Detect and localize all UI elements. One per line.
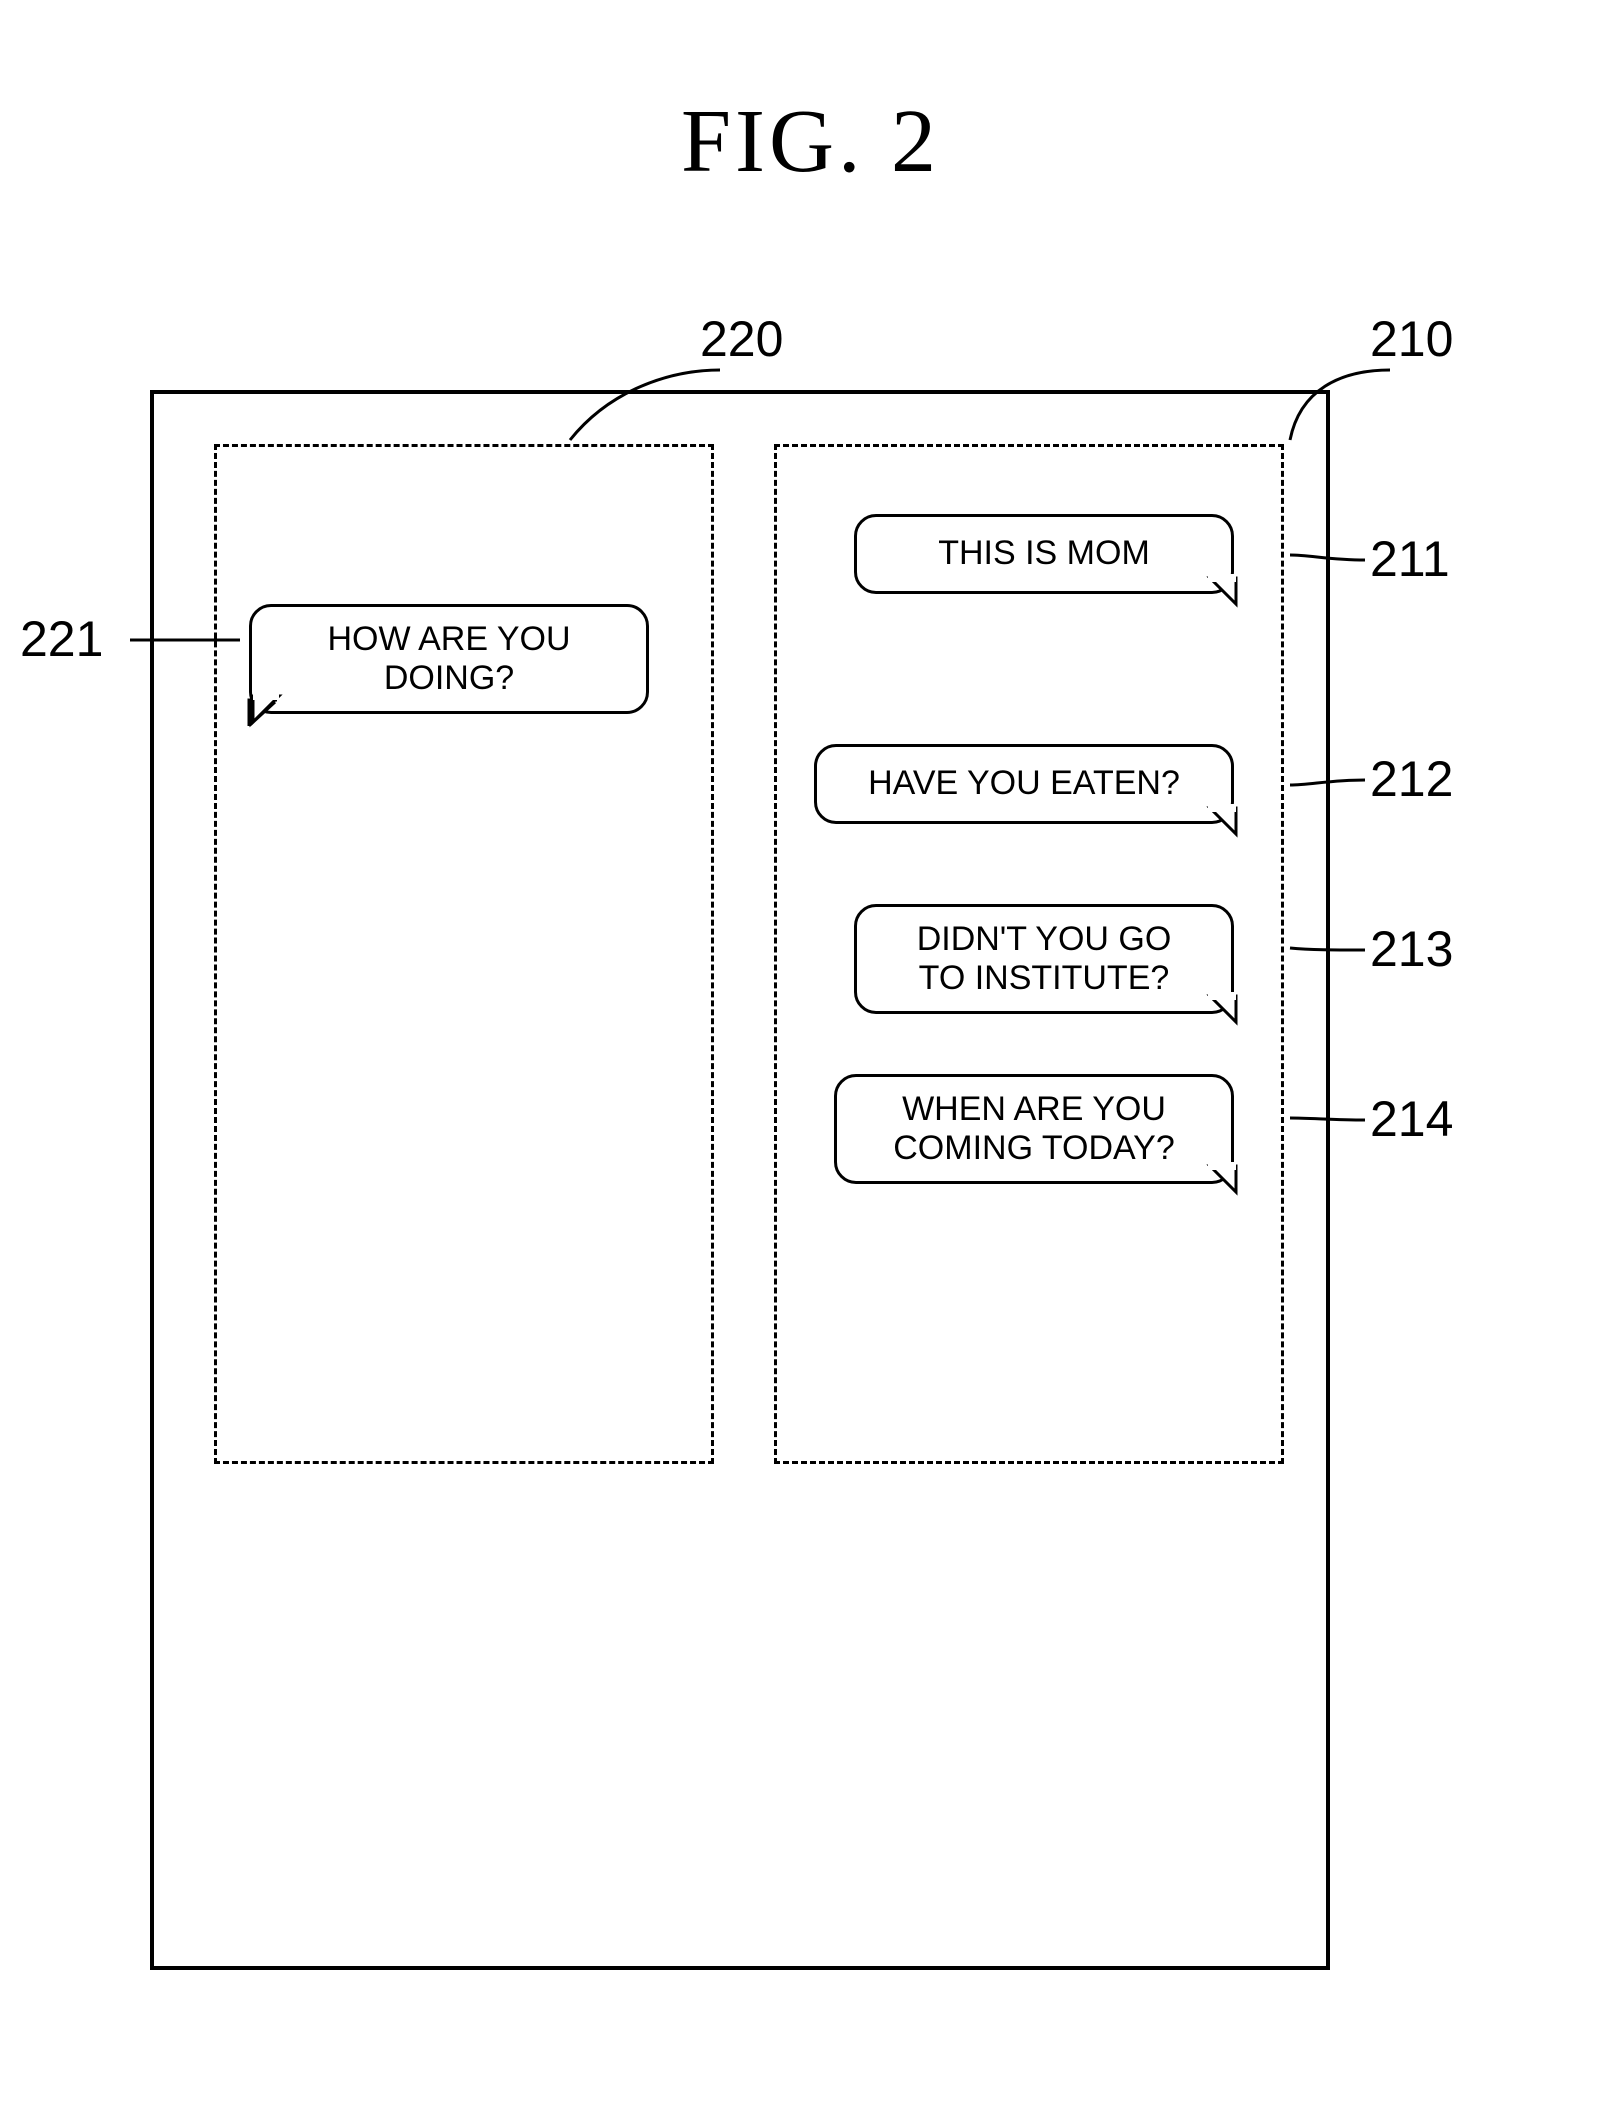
ref-221: 221 (20, 610, 103, 668)
bubble-212: HAVE YOU EATEN? (814, 744, 1234, 824)
bubble-214-tail-icon (1202, 1162, 1252, 1202)
ref-214: 214 (1370, 1090, 1453, 1148)
ref-213: 213 (1370, 920, 1453, 978)
ref-220: 220 (700, 310, 783, 368)
bubble-213-tail-icon (1202, 992, 1252, 1032)
bubble-211-tail-icon (1202, 574, 1252, 614)
panel-220 (214, 444, 714, 1464)
ref-210: 210 (1370, 310, 1453, 368)
bubble-214-text: WHEN ARE YOU COMING TODAY? (893, 1090, 1175, 1168)
bubble-213: DIDN'T YOU GO TO INSTITUTE? (854, 904, 1234, 1014)
page: FIG. 2 220 210 211 212 213 214 221 HOW A… (0, 0, 1621, 2125)
ref-212: 212 (1370, 750, 1453, 808)
ref-211: 211 (1370, 530, 1450, 588)
bubble-212-text: HAVE YOU EATEN? (868, 764, 1180, 803)
bubble-211-text: THIS IS MOM (938, 534, 1150, 573)
device-frame: HOW ARE YOU DOING? THIS IS MOM HAVE YOU … (150, 390, 1330, 1970)
figure-title: FIG. 2 (0, 90, 1621, 193)
bubble-221-tail2-icon (239, 692, 289, 732)
bubble-211: THIS IS MOM (854, 514, 1234, 594)
bubble-212-tail-icon (1202, 804, 1252, 844)
bubble-221-text: HOW ARE YOU DOING? (327, 620, 570, 698)
bubble-214: WHEN ARE YOU COMING TODAY? (834, 1074, 1234, 1184)
bubble-221: HOW ARE YOU DOING? (249, 604, 649, 714)
bubble-213-text: DIDN'T YOU GO TO INSTITUTE? (917, 920, 1172, 998)
